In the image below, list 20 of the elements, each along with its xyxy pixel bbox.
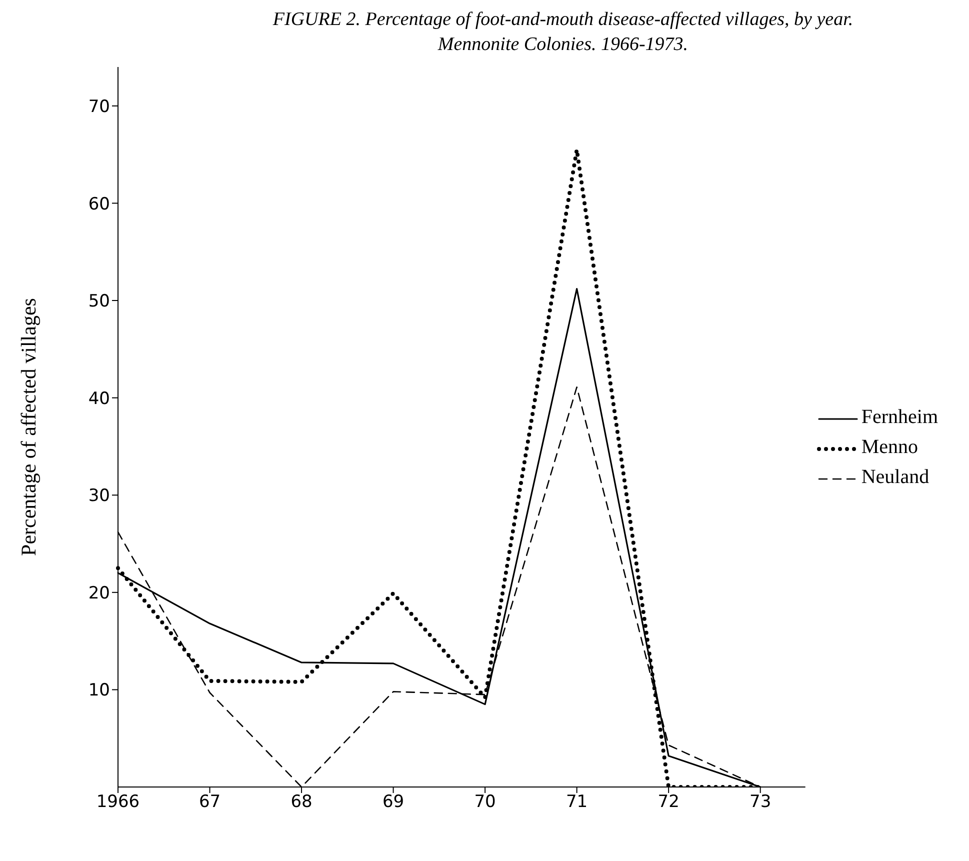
x-tick-label: 70 — [474, 792, 496, 812]
x-tick-label: 68 — [290, 792, 312, 812]
legend-label: Fernheim — [861, 406, 938, 429]
y-tick-label: 10 — [88, 681, 110, 702]
y-tick-label: 30 — [88, 486, 110, 507]
x-tick-label: 67 — [198, 792, 221, 812]
y-tick-label: 20 — [88, 584, 110, 604]
y-axis-title: Percentage of affected villages — [16, 298, 40, 556]
y-tick-label: 50 — [88, 292, 110, 312]
legend-label: Menno — [861, 436, 918, 459]
chart-title: FIGURE 2. Percentage of foot-and-mouth disease-affected villages, by year. Mennonite Colonies. 1966-1973. — [272, 8, 854, 57]
y-tick-label: 40 — [88, 389, 110, 410]
x-tick-label: 69 — [382, 792, 404, 812]
x-tick-label: 72 — [658, 792, 680, 812]
x-tick-label: 1966 — [96, 792, 140, 812]
x-tick-label: 71 — [566, 792, 588, 812]
y-tick-label: 60 — [88, 194, 110, 215]
legend-label: Neuland — [861, 466, 930, 489]
x-tick-label: 73 — [750, 792, 772, 812]
y-tick-label: 70 — [88, 97, 110, 118]
